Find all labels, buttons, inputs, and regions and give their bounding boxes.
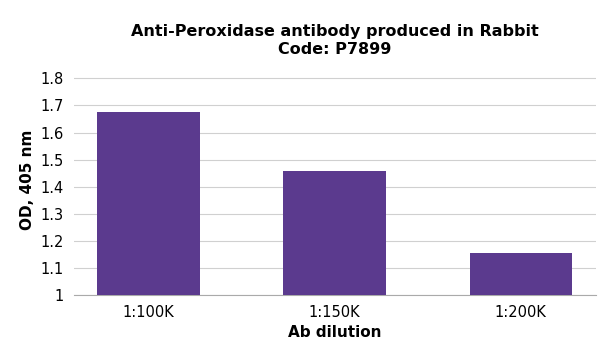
Title: Anti-Peroxidase antibody produced in Rabbit
Code: P7899: Anti-Peroxidase antibody produced in Rab… (131, 24, 538, 57)
Bar (470, 253, 572, 295)
Bar (284, 171, 386, 295)
Y-axis label: OD, 405 nm: OD, 405 nm (20, 130, 35, 230)
Bar (98, 112, 200, 295)
X-axis label: Ab dilution: Ab dilution (288, 325, 381, 341)
